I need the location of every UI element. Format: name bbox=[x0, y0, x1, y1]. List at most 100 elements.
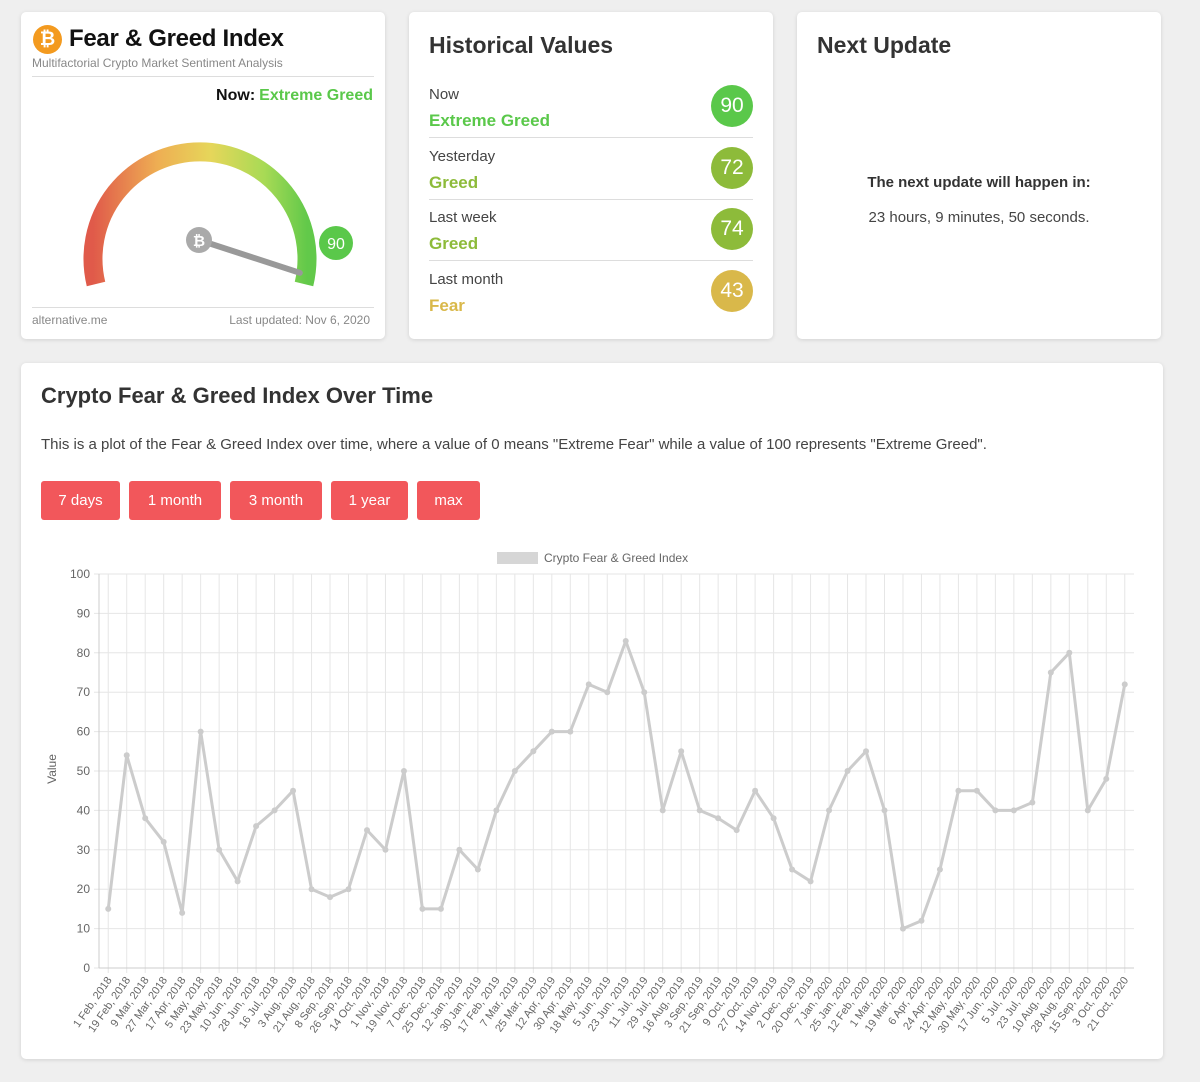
index-over-time-card: Crypto Fear & Greed Index Over Time This… bbox=[21, 363, 1163, 1059]
gauge-value-badge bbox=[319, 226, 353, 260]
history-label: Now bbox=[429, 86, 460, 103]
data-point bbox=[1047, 669, 1054, 676]
history-label: Last month bbox=[429, 271, 504, 288]
data-point bbox=[1103, 775, 1110, 782]
data-point bbox=[696, 807, 703, 814]
data-point bbox=[992, 807, 999, 814]
data-point bbox=[604, 689, 611, 696]
range-1-year-button[interactable]: 1 year bbox=[331, 481, 408, 520]
chart-description: This is a plot of the Fear & Greed Index… bbox=[41, 436, 987, 453]
data-point bbox=[142, 815, 149, 822]
data-point bbox=[678, 748, 685, 755]
range-7-days-button[interactable]: 7 days bbox=[41, 481, 120, 520]
data-point bbox=[382, 846, 389, 853]
data-point bbox=[715, 815, 722, 822]
data-point bbox=[770, 815, 777, 822]
y-tick-label: 20 bbox=[77, 882, 91, 896]
fear-greed-line-chart: Crypto Fear & Greed Index Value 0 10 20 30 4… bbox=[45, 551, 1134, 1036]
data-point bbox=[585, 681, 592, 688]
data-point bbox=[123, 752, 130, 759]
historical-values-card: Historical Values Now Extreme Greed 90 Y… bbox=[409, 12, 773, 339]
data-point bbox=[216, 846, 223, 853]
next-update-title: Next Update bbox=[817, 32, 952, 58]
history-row-last-month: Last month Fear 43 bbox=[429, 261, 753, 323]
range-3-month-button[interactable]: 3 month bbox=[230, 481, 322, 520]
y-tick-label: 60 bbox=[77, 725, 91, 739]
history-classification: Greed bbox=[429, 173, 479, 192]
history-value-badge: 74 bbox=[711, 208, 753, 250]
fear-greed-gauge-card: ₿ Fear & Greed Index Multifactorial Cryp… bbox=[21, 12, 385, 339]
data-point bbox=[253, 823, 260, 830]
bitcoin-logo-icon: ₿ bbox=[33, 25, 62, 54]
data-point bbox=[511, 768, 518, 774]
last-updated: Last updated: Nov 6, 2020 bbox=[229, 313, 370, 327]
legend-swatch bbox=[497, 552, 538, 564]
data-point bbox=[271, 807, 278, 814]
now-classification: Now: Extreme Greed bbox=[216, 87, 373, 105]
data-point bbox=[826, 807, 833, 814]
data-point bbox=[1084, 807, 1091, 814]
y-axis-label: Value bbox=[45, 754, 59, 784]
y-tick-label: 90 bbox=[77, 606, 91, 620]
data-point bbox=[899, 925, 906, 932]
history-row-yesterday: Yesterday Greed 72 bbox=[429, 138, 753, 200]
source-link[interactable]: alternative.me bbox=[32, 313, 108, 327]
history-classification: Fear bbox=[429, 296, 465, 315]
data-point bbox=[493, 807, 500, 814]
data-point bbox=[456, 846, 463, 853]
data-point bbox=[641, 689, 648, 696]
next-update-countdown: 23 hours, 9 minutes, 50 seconds. bbox=[868, 209, 1090, 226]
sentiment-gauge: ₿ 90 bbox=[83, 142, 353, 287]
data-point bbox=[197, 728, 204, 735]
history-row-last-week: Last week Greed 74 bbox=[429, 199, 753, 261]
data-point bbox=[345, 886, 352, 893]
now-label: Now: bbox=[216, 87, 256, 104]
data-point bbox=[327, 894, 334, 901]
range-1-month-button[interactable]: 1 month bbox=[129, 481, 221, 520]
y-tick-label: 100 bbox=[70, 567, 90, 581]
divider bbox=[32, 76, 374, 77]
data-point bbox=[1010, 807, 1017, 814]
data-point bbox=[308, 886, 315, 893]
history-value-badge: 43 bbox=[711, 270, 753, 312]
data-point bbox=[437, 905, 444, 912]
gauge-arc bbox=[83, 142, 317, 287]
history-classification: Greed bbox=[429, 234, 479, 253]
data-point bbox=[105, 905, 112, 912]
data-point bbox=[290, 787, 297, 794]
gauge-hub bbox=[186, 227, 212, 253]
data-point bbox=[1121, 681, 1128, 688]
history-label: Last week bbox=[429, 209, 497, 226]
history-label: Yesterday bbox=[429, 148, 496, 165]
next-update-card: Next Update The next update will happen … bbox=[797, 12, 1161, 339]
divider bbox=[32, 307, 374, 308]
data-point bbox=[955, 787, 962, 794]
gauge-value-text: 90 bbox=[327, 236, 345, 253]
data-point bbox=[733, 827, 740, 834]
data-point bbox=[1029, 799, 1036, 806]
data-point bbox=[936, 866, 943, 873]
data-point bbox=[789, 866, 796, 873]
history-classification: Extreme Greed bbox=[429, 111, 550, 130]
legend-label: Crypto Fear & Greed Index bbox=[544, 551, 688, 565]
data-point bbox=[530, 748, 537, 755]
historical-title: Historical Values bbox=[429, 32, 614, 58]
history-value-badge: 90 bbox=[711, 85, 753, 127]
needle-bitcoin-icon: ₿ bbox=[193, 233, 205, 250]
now-value: Extreme Greed bbox=[259, 87, 373, 104]
y-tick-label: 40 bbox=[77, 803, 91, 817]
history-value-badge: 72 bbox=[711, 147, 753, 189]
chart-section-title: Crypto Fear & Greed Index Over Time bbox=[41, 383, 434, 408]
data-point bbox=[973, 787, 980, 794]
y-tick-label: 30 bbox=[77, 843, 91, 857]
gauge-title: Fear & Greed Index bbox=[69, 25, 284, 52]
data-point bbox=[400, 768, 407, 774]
y-tick-label: 70 bbox=[77, 685, 91, 699]
gauge-needle bbox=[196, 237, 303, 276]
data-point bbox=[474, 866, 481, 873]
data-point bbox=[752, 787, 759, 794]
data-point bbox=[363, 827, 370, 834]
data-point bbox=[234, 878, 241, 885]
data-point bbox=[419, 905, 426, 912]
range-max-button[interactable]: max bbox=[417, 481, 480, 520]
